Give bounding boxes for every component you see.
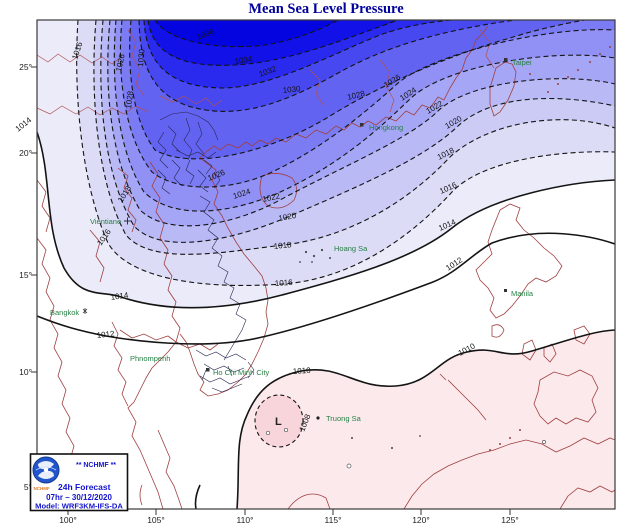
hongkong-marker xyxy=(360,123,364,127)
lon-label-120: 120° xyxy=(412,515,430,525)
isobar-1022 xyxy=(107,20,615,227)
isobar-label: 1020 xyxy=(278,211,298,223)
isobar-label: 1034 xyxy=(234,55,253,66)
city-label-taipei: Taipei xyxy=(512,58,532,67)
city-label-ho-chi-minh-city: Ho Chi Minh City xyxy=(213,368,270,377)
isobar-label: 1012 xyxy=(96,329,115,340)
longitude-labels: 100° 105° 110° 115° 120° 125° xyxy=(59,515,519,525)
truong-sa-marker xyxy=(316,416,320,420)
isobar-label: 1028 xyxy=(346,89,366,102)
city-label-vientiane: Vientiane xyxy=(90,217,121,226)
isobar-label: 1030 xyxy=(282,84,301,95)
ho-chi-minh-marker xyxy=(206,368,210,372)
city-label-hongkong: Hongkong xyxy=(369,123,403,132)
isobar-label: 1028 xyxy=(124,90,135,109)
lon-label-105: 105° xyxy=(147,515,165,525)
lon-label-115: 115° xyxy=(325,515,342,525)
isobar-1010 xyxy=(236,329,615,509)
legend-valid-time: 07hr – 30/12/2020 xyxy=(46,493,112,502)
legend-product: 24h Forecast xyxy=(58,482,111,492)
isobar-1020 xyxy=(100,20,615,243)
isobar-label: 1030 xyxy=(136,48,147,67)
manila-marker xyxy=(504,289,507,292)
isobar-label: 1026 xyxy=(114,53,127,73)
city-label-bangkok: Bangkok xyxy=(50,308,79,317)
isobar-label: 1022 xyxy=(262,191,282,204)
lat-label-5: 5° xyxy=(24,482,32,492)
pressure-fill-bands xyxy=(37,20,615,509)
latitude-labels: 25° 20° 15° 10° 5° xyxy=(19,62,32,492)
isobar-1024 xyxy=(113,20,615,212)
city-label-truong-sa: Truong Sa xyxy=(326,414,362,423)
bangkok-marker xyxy=(82,308,88,314)
isobar-lines xyxy=(37,20,615,509)
isobar-label: 1016 xyxy=(275,278,294,288)
city-label-hoang-sa: Hoang Sa xyxy=(334,244,368,253)
lon-label-110: 110° xyxy=(237,515,254,525)
map-title: Mean Sea Level Pressure xyxy=(248,1,404,17)
isobar-1034 xyxy=(147,20,399,66)
isobar-1028 xyxy=(129,20,586,160)
isobar-1012 xyxy=(37,232,615,345)
small-islands xyxy=(265,248,546,469)
lat-label-25: 25° xyxy=(19,62,32,72)
city-layer: Taipei Hongkong Vientiane Hoang Sa Bangk… xyxy=(50,58,534,423)
isobar-1030 xyxy=(138,20,516,112)
taipei-marker xyxy=(504,58,508,62)
legend-box: ** NCHMF ** NCHMF 24h Forecast 07hr – 30… xyxy=(29,453,129,512)
lat-label-20: 20° xyxy=(19,148,32,158)
legend-org: ** NCHMF ** xyxy=(76,462,116,469)
isobar-label: 1014 xyxy=(14,115,34,133)
lat-label-10: 10° xyxy=(19,367,32,377)
isobar-label: 1014 xyxy=(110,291,129,302)
city-label-phnompenh: Phnompenh xyxy=(130,354,170,363)
lon-label-100: 100° xyxy=(59,515,77,525)
nchmf-logo-icon xyxy=(32,456,60,484)
lat-label-15: 15° xyxy=(19,270,32,280)
city-label-manila: Manila xyxy=(511,289,534,298)
isobar-labels: 1014 1016 1026 1030 1028 1036 1034 1032 … xyxy=(14,27,477,433)
vientiane-marker xyxy=(124,217,131,225)
lon-label-125: 125° xyxy=(501,515,519,525)
isobar-1032 xyxy=(143,20,453,89)
legend-model: Model: WRF3KM-IFS-DA xyxy=(35,502,123,511)
map-frame xyxy=(36,19,616,510)
isobar-1018 xyxy=(93,20,615,255)
isobar-1014 xyxy=(37,131,615,309)
legend-logo-text: NCHMF xyxy=(34,486,50,491)
isobar-label: 1010 xyxy=(293,366,312,376)
province-boundaries xyxy=(157,111,255,393)
isobar-label: 1018 xyxy=(273,240,292,251)
isobar-1016 xyxy=(76,20,615,286)
isobar-1008 xyxy=(254,394,304,448)
isobar-1036 xyxy=(154,20,339,48)
axis-ticks xyxy=(31,66,511,515)
low-pressure-symbol: L xyxy=(275,416,282,428)
